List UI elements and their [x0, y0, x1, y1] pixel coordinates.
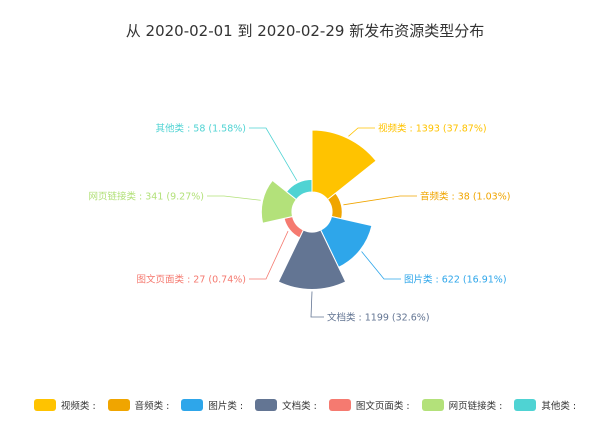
legend-swatch	[421, 399, 444, 411]
slice-label-1: 视频类 : 1393 (37.87%)	[378, 123, 487, 135]
legend-item-2[interactable]: 音频类 :	[107, 398, 170, 412]
legend-label: 图文页面类 :	[355, 401, 410, 412]
legend-item-3[interactable]: 图片类 :	[181, 398, 243, 412]
slice-1[interactable]	[311, 129, 377, 201]
legend-label: 视频类 :	[60, 401, 96, 412]
legend-swatch	[514, 399, 537, 411]
slice-label-3: 图片类 : 622 (16.91%)	[404, 274, 507, 286]
slice-6[interactable]	[260, 179, 298, 224]
legend: 视频类 : 音频类 : 图片类 : 文档类 : 图文页面类 : 网页链接类 : 其他类 :	[0, 398, 610, 412]
legend-label: 图片类 :	[208, 401, 244, 412]
legend-label: 文档类 :	[282, 401, 317, 412]
legend-item-1[interactable]: 视频类 :	[33, 398, 96, 412]
slice-label-2: 音频类 : 38 (1.03%)	[420, 191, 510, 203]
slice-7[interactable]	[285, 178, 313, 201]
legend-label: 音频类 :	[134, 401, 170, 412]
rose-chart: 视频类 : 1393 (37.87%) 音频类 : 38 (1.03%) 图片类 :…	[89, 123, 511, 324]
leader-line-5	[249, 230, 289, 280]
legend-label: 其他类 :	[541, 401, 577, 412]
slice-label-5: 图文页面类 : 27 (0.74%)	[137, 274, 246, 286]
slice-label-6: 网页链接类 : 341 (9.27%)	[89, 191, 205, 203]
slice-5[interactable]	[283, 215, 304, 239]
legend-swatch	[107, 399, 130, 411]
legend-swatch	[328, 399, 351, 411]
slice-4[interactable]	[277, 229, 347, 291]
leader-line-3	[361, 251, 401, 280]
leader-line-4	[310, 291, 324, 318]
leader-line-7	[249, 127, 298, 181]
slice-label-4: 文档类 : 1199 (32.6%)	[327, 312, 430, 324]
legend-swatch	[33, 399, 56, 411]
legend-item-5[interactable]: 图文页面类 :	[328, 398, 410, 412]
legend-item-4[interactable]: 文档类 :	[255, 398, 317, 412]
leader-line-1	[348, 127, 375, 137]
slice-label-7: 其他类 : 58 (1.58%)	[156, 123, 246, 135]
chart-title: 从 2020-02-01 到 2020-02-29 新发布资源类型分布	[125, 22, 485, 40]
legend-swatch	[181, 399, 204, 411]
leader-line-6	[207, 195, 261, 201]
legend-swatch	[255, 399, 278, 411]
legend-label: 网页链接类 :	[448, 401, 503, 412]
legend-item-6[interactable]: 网页链接类 :	[421, 398, 503, 412]
legend-item-7[interactable]: 其他类 :	[514, 398, 576, 412]
leader-line-2	[343, 195, 417, 206]
